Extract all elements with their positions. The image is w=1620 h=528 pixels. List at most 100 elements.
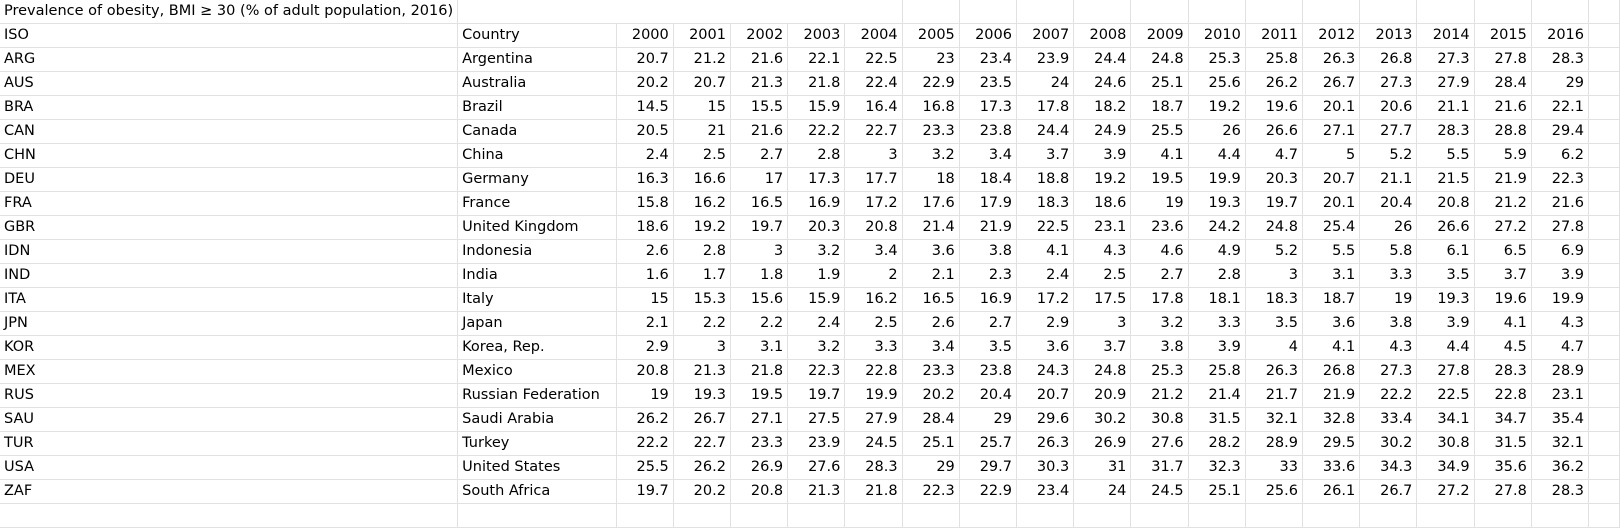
value-cell[interactable]: 20.8 <box>844 215 903 240</box>
empty-cell[interactable] <box>673 503 731 528</box>
value-cell[interactable]: 19.9 <box>1188 167 1246 192</box>
value-cell[interactable]: 21.3 <box>673 359 731 384</box>
value-cell[interactable]: 19.7 <box>616 479 674 504</box>
value-cell[interactable]: 5.8 <box>1359 239 1418 264</box>
empty-cell[interactable] <box>1073 503 1132 528</box>
value-cell[interactable]: 26.8 <box>1359 47 1418 72</box>
header-year[interactable]: 2003 <box>787 23 846 48</box>
value-cell[interactable]: 24 <box>1073 479 1132 504</box>
value-cell[interactable]: 21.9 <box>1474 167 1532 192</box>
value-cell[interactable]: 16.5 <box>730 191 789 216</box>
value-cell[interactable]: 24.3 <box>1016 359 1075 384</box>
empty-cell[interactable] <box>1588 407 1620 432</box>
value-cell[interactable]: 30.2 <box>1073 407 1132 432</box>
country-cell[interactable]: United Kingdom <box>457 215 617 240</box>
iso-cell[interactable]: USA <box>0 455 459 480</box>
value-cell[interactable]: 32.1 <box>1245 407 1304 432</box>
value-cell[interactable]: 2.5 <box>1073 263 1132 288</box>
value-cell[interactable]: 26.6 <box>1416 215 1475 240</box>
value-cell[interactable]: 22.1 <box>787 47 846 72</box>
empty-cell[interactable] <box>1588 143 1620 168</box>
value-cell[interactable]: 4.1 <box>1130 143 1189 168</box>
value-cell[interactable]: 5.5 <box>1416 143 1475 168</box>
value-cell[interactable]: 25.4 <box>1302 215 1361 240</box>
value-cell[interactable]: 21.9 <box>959 215 1017 240</box>
empty-cell[interactable] <box>1130 0 1189 24</box>
value-cell[interactable]: 14.5 <box>616 95 674 120</box>
value-cell[interactable]: 23.9 <box>1016 47 1075 72</box>
value-cell[interactable]: 3.4 <box>844 239 903 264</box>
value-cell[interactable]: 21.4 <box>1188 383 1246 408</box>
value-cell[interactable]: 20.3 <box>787 215 846 240</box>
value-cell[interactable]: 4.6 <box>1130 239 1189 264</box>
empty-cell[interactable] <box>673 0 731 24</box>
value-cell[interactable]: 23.1 <box>1531 383 1590 408</box>
value-cell[interactable]: 5.2 <box>1359 143 1418 168</box>
country-cell[interactable]: Germany <box>457 167 617 192</box>
value-cell[interactable]: 4.3 <box>1073 239 1132 264</box>
value-cell[interactable]: 33 <box>1245 455 1304 480</box>
value-cell[interactable]: 20.6 <box>1359 95 1418 120</box>
empty-cell[interactable] <box>959 0 1017 24</box>
country-cell[interactable]: Brazil <box>457 95 617 120</box>
value-cell[interactable]: 29.5 <box>1302 431 1361 456</box>
header-year[interactable]: 2014 <box>1416 23 1475 48</box>
value-cell[interactable]: 26.1 <box>1302 479 1361 504</box>
value-cell[interactable]: 18.7 <box>1130 95 1189 120</box>
value-cell[interactable]: 19 <box>1130 191 1189 216</box>
value-cell[interactable]: 1.8 <box>730 263 789 288</box>
empty-cell[interactable] <box>1188 503 1246 528</box>
value-cell[interactable]: 4.1 <box>1474 311 1532 336</box>
header-country[interactable]: Country <box>457 23 617 48</box>
empty-cell[interactable] <box>902 0 960 24</box>
value-cell[interactable]: 2.5 <box>673 143 731 168</box>
value-cell[interactable]: 34.7 <box>1474 407 1532 432</box>
value-cell[interactable]: 29 <box>959 407 1017 432</box>
value-cell[interactable]: 22.5 <box>844 47 903 72</box>
empty-cell[interactable] <box>1359 503 1418 528</box>
value-cell[interactable]: 3.8 <box>1359 311 1418 336</box>
value-cell[interactable]: 20.4 <box>959 383 1017 408</box>
iso-cell[interactable]: TUR <box>0 431 459 456</box>
value-cell[interactable]: 22.8 <box>844 359 903 384</box>
value-cell[interactable]: 24.8 <box>1073 359 1132 384</box>
title-cell[interactable]: Prevalence of obesity, BMI ≥ 30 (% of ad… <box>0 0 459 24</box>
value-cell[interactable]: 19.9 <box>1531 287 1590 312</box>
iso-cell[interactable]: FRA <box>0 191 459 216</box>
header-year[interactable]: 2009 <box>1130 23 1189 48</box>
value-cell[interactable]: 27.8 <box>1531 215 1590 240</box>
value-cell[interactable]: 22.7 <box>844 119 903 144</box>
value-cell[interactable]: 25.1 <box>1130 71 1189 96</box>
empty-cell[interactable] <box>1588 263 1620 288</box>
iso-cell[interactable]: CAN <box>0 119 459 144</box>
value-cell[interactable]: 4.3 <box>1359 335 1418 360</box>
value-cell[interactable]: 3.7 <box>1016 143 1075 168</box>
value-cell[interactable]: 21.8 <box>787 71 846 96</box>
value-cell[interactable]: 3.2 <box>787 239 846 264</box>
value-cell[interactable]: 23.4 <box>1016 479 1075 504</box>
value-cell[interactable]: 16.5 <box>902 287 960 312</box>
value-cell[interactable]: 28.3 <box>844 455 903 480</box>
value-cell[interactable]: 3.3 <box>1188 311 1246 336</box>
value-cell[interactable]: 3.5 <box>1416 263 1475 288</box>
value-cell[interactable]: 28.3 <box>1531 479 1590 504</box>
empty-cell[interactable] <box>616 503 674 528</box>
empty-cell[interactable] <box>1588 311 1620 336</box>
value-cell[interactable]: 25.8 <box>1245 47 1304 72</box>
value-cell[interactable]: 19.6 <box>1245 95 1304 120</box>
value-cell[interactable]: 28.3 <box>1531 47 1590 72</box>
value-cell[interactable]: 28.9 <box>1531 359 1590 384</box>
value-cell[interactable]: 23.3 <box>902 119 960 144</box>
value-cell[interactable]: 6.5 <box>1474 239 1532 264</box>
value-cell[interactable]: 25.5 <box>616 455 674 480</box>
value-cell[interactable]: 27.1 <box>1302 119 1361 144</box>
value-cell[interactable]: 18.1 <box>1188 287 1246 312</box>
iso-cell[interactable]: IDN <box>0 239 459 264</box>
value-cell[interactable]: 25.1 <box>902 431 960 456</box>
value-cell[interactable]: 27.3 <box>1359 359 1418 384</box>
value-cell[interactable]: 22.4 <box>844 71 903 96</box>
country-cell[interactable]: Indonesia <box>457 239 617 264</box>
value-cell[interactable]: 27.1 <box>730 407 789 432</box>
value-cell[interactable]: 16.4 <box>844 95 903 120</box>
iso-cell[interactable]: MEX <box>0 359 459 384</box>
